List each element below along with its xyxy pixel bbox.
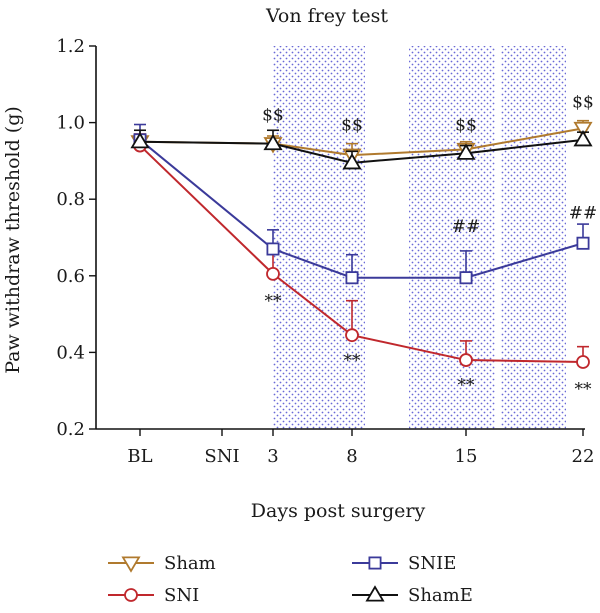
significance-marker: $$	[572, 92, 594, 112]
legend-marker-snie	[368, 556, 382, 570]
x-tick-label: SNI	[204, 446, 239, 467]
annotations: $$ $$ $$ $$ ## ## ** ** ** **	[262, 92, 597, 399]
data-point-shame	[130, 131, 150, 149]
data-point-snie	[459, 271, 473, 285]
shaded-periods	[273, 46, 566, 429]
legend-marker-sni	[124, 588, 138, 602]
x-tick-label: 22	[572, 446, 595, 467]
x-tick-label: 15	[455, 446, 478, 467]
data-point-snie	[345, 271, 359, 285]
significance-marker: $$	[341, 115, 363, 135]
significance-marker: ##	[569, 203, 598, 223]
y-tick-label: 1.2	[56, 36, 85, 57]
chart-title: Von frey test	[265, 5, 388, 27]
data-point-shame	[263, 133, 283, 151]
significance-marker: **	[265, 291, 283, 311]
significance-marker: $$	[262, 106, 284, 126]
x-tick-label: 3	[267, 446, 278, 467]
data-point-sni	[576, 355, 590, 369]
y-tick-label: 0.4	[56, 342, 85, 363]
data-point-sni	[345, 328, 359, 343]
y-axis-label: Paw withdraw threshold (g)	[2, 106, 24, 374]
data-point-snie	[266, 242, 280, 256]
y-tick-label: 0.2	[56, 419, 85, 440]
significance-marker: **	[458, 376, 476, 396]
y-tick-label: 0.6	[56, 266, 85, 287]
y-tick-label: 0.8	[56, 189, 85, 210]
series-snie	[133, 123, 590, 285]
legend-marker-sham	[121, 556, 141, 573]
legend-label-snie: SNIE	[408, 553, 456, 574]
shaded-period-2	[409, 46, 495, 429]
significance-marker: ##	[452, 217, 481, 237]
x-tick-label: 8	[346, 446, 357, 467]
legend-label-sni: SNI	[164, 585, 199, 606]
data-point-sni	[459, 353, 473, 367]
x-tick-label: BL	[127, 446, 152, 467]
axes: 0.2 0.4 0.6 0.8 1.0 1.2 BL SNI 3 8 15 22	[56, 36, 594, 467]
y-tick-label: 1.0	[56, 113, 85, 134]
data-point-shame	[573, 130, 593, 147]
x-axis-label: Days post surgery	[251, 500, 426, 522]
shaded-period-3	[501, 46, 566, 429]
legend-marker-shame	[365, 585, 385, 602]
legend-label-sham: Sham	[164, 553, 216, 574]
significance-marker: **	[575, 380, 593, 400]
legend: Sham SNI SNIE ShamE	[108, 553, 473, 606]
series-layer	[130, 119, 593, 369]
data-point-sni	[266, 266, 280, 281]
data-point-shame	[342, 153, 362, 170]
series-shame	[130, 129, 593, 170]
data-point-sham	[573, 121, 593, 139]
shaded-period-1	[273, 46, 365, 429]
data-point-snie	[576, 236, 590, 250]
significance-marker: **	[344, 351, 362, 371]
data-point-shame	[456, 143, 476, 160]
significance-marker: $$	[455, 115, 477, 135]
legend-label-shame: ShamE	[408, 585, 473, 606]
